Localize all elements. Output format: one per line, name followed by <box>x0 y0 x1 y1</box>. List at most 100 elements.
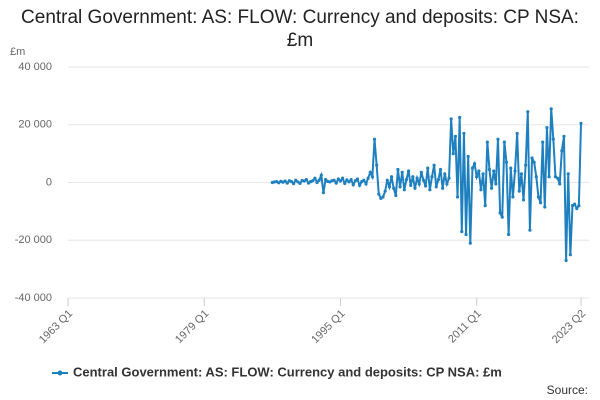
data-point <box>524 163 528 167</box>
data-point <box>558 182 562 186</box>
data-point <box>317 178 321 182</box>
data-point <box>466 154 470 159</box>
data-point <box>304 178 309 182</box>
chart-title: Central Government: AS: FLOW: Currency a… <box>21 7 579 51</box>
legend-label: Central Government: AS: FLOW: Currency a… <box>73 364 502 379</box>
x-tick-label: 1963 Q1 <box>37 308 75 346</box>
data-point <box>370 175 374 179</box>
data-point <box>398 185 402 189</box>
data-point <box>283 179 287 183</box>
data-point <box>400 170 404 174</box>
data-point <box>560 149 564 153</box>
data-point <box>496 137 500 141</box>
x-tick-label: 1995 Q1 <box>309 308 347 346</box>
data-point <box>568 253 572 257</box>
data-point <box>549 107 553 111</box>
data-point <box>368 170 372 174</box>
data-point <box>449 117 453 121</box>
data-point <box>294 178 298 182</box>
data-point <box>475 175 479 179</box>
data-point <box>421 178 426 182</box>
data-point <box>455 195 460 199</box>
data-point <box>292 182 296 186</box>
data-point <box>336 177 340 181</box>
data-point <box>519 172 523 176</box>
data-point <box>492 169 496 173</box>
data-point <box>447 176 451 180</box>
data-point <box>409 183 413 187</box>
data-point <box>355 177 360 181</box>
data-point <box>564 258 568 263</box>
data-point <box>498 211 502 215</box>
data-point <box>402 188 406 192</box>
data-point <box>387 185 392 189</box>
data-point <box>541 140 545 144</box>
data-point <box>470 166 475 170</box>
data-point <box>526 110 530 114</box>
data-point <box>362 178 366 182</box>
data-point <box>511 195 515 199</box>
data-point <box>438 167 443 172</box>
data-point <box>411 175 415 179</box>
data-point <box>285 181 289 185</box>
data-point <box>321 191 326 195</box>
data-point <box>375 163 379 167</box>
data-point <box>404 178 409 182</box>
data-point <box>458 115 462 120</box>
data-point <box>338 179 343 183</box>
data-point <box>504 160 509 164</box>
data-point <box>479 188 483 192</box>
data-point <box>428 188 432 192</box>
data-point <box>562 134 566 138</box>
x-tick-label: 2023 Q2 <box>550 308 588 346</box>
data-point <box>358 183 362 187</box>
data-point <box>545 126 549 130</box>
data-point <box>406 169 411 173</box>
y-tick-label: -40 000 <box>15 292 52 304</box>
data-point <box>462 131 466 136</box>
data-point <box>530 156 534 160</box>
data-point <box>509 166 513 170</box>
x-tick-label: 2011 Q1 <box>446 308 484 346</box>
data-point <box>415 176 419 180</box>
data-point <box>289 180 294 184</box>
data-point <box>343 181 347 185</box>
data-point <box>485 140 489 144</box>
data-point <box>430 175 434 179</box>
data-point <box>349 178 353 182</box>
data-point <box>507 232 511 237</box>
data-point <box>575 206 579 211</box>
data-point <box>483 204 487 208</box>
data-point <box>319 173 323 177</box>
data-point <box>460 229 464 234</box>
data-point <box>543 205 547 209</box>
data-point <box>453 134 458 138</box>
data-point <box>477 169 481 173</box>
data-point <box>538 201 543 205</box>
legend-marker <box>57 370 63 376</box>
data-point <box>377 192 381 196</box>
data-point <box>573 202 577 206</box>
data-point <box>424 184 428 188</box>
data-point <box>577 204 581 208</box>
data-point <box>351 183 355 187</box>
data-point <box>419 170 423 174</box>
data-point <box>502 140 506 144</box>
source: Source: <box>547 383 588 397</box>
data-point <box>389 175 394 179</box>
data-point <box>443 172 447 176</box>
data-point <box>489 186 494 190</box>
data-point <box>385 178 389 182</box>
data-point <box>532 160 536 164</box>
data-point <box>298 181 302 185</box>
y-tick-label: 0 <box>46 176 52 188</box>
data-point <box>313 176 317 180</box>
y-tick-label: 20 000 <box>18 119 52 131</box>
data-point <box>396 167 400 172</box>
data-point <box>464 232 468 237</box>
y-tick-label: -20 000 <box>15 234 52 246</box>
y-tick-label: 40 000 <box>18 61 52 73</box>
x-tick-label: 1979 Q1 <box>173 308 211 346</box>
